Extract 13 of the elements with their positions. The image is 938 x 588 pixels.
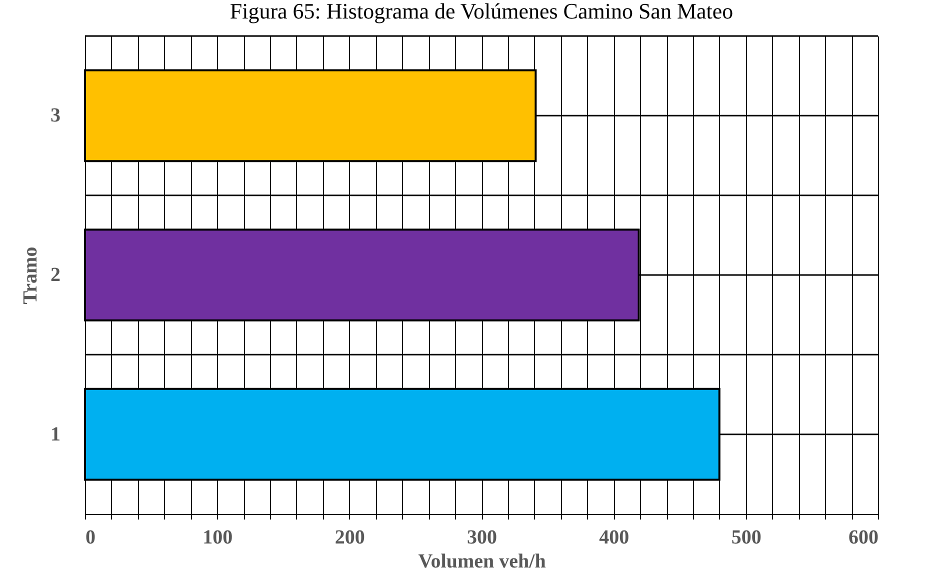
chart-title: Figura 65: Histograma de Volúmenes Camino San Mateo (230, 0, 734, 24)
x-tick-label: 200 (334, 526, 365, 548)
y-tick-label: 2 (50, 264, 60, 286)
x-tick-label: 100 (202, 526, 233, 548)
x-tick-label: 300 (467, 526, 497, 548)
y-tick-label: 1 (50, 423, 60, 446)
y-axis-title: Tramo (20, 246, 42, 304)
y-tick-label: 3 (50, 104, 60, 127)
x-tick-label: 600 (848, 526, 878, 548)
x-tick-label: 0 (86, 526, 96, 548)
x-tick-label: 500 (731, 526, 762, 548)
x-tick-label: 400 (599, 526, 630, 548)
x-axis-title: Volumen veh/h (418, 550, 546, 572)
